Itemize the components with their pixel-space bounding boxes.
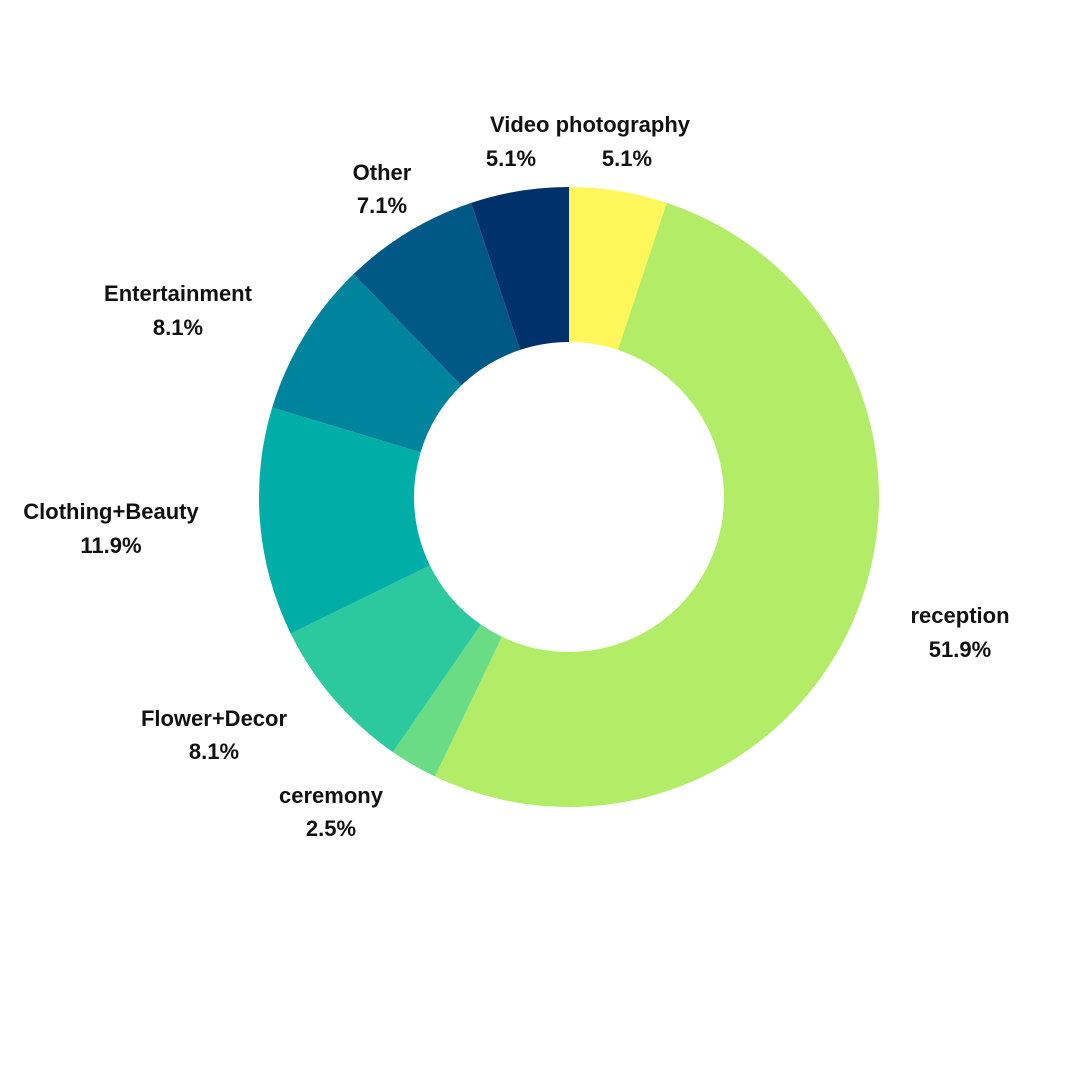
slice-video-photography xyxy=(569,187,667,350)
slice-label-reception: reception xyxy=(910,603,1009,628)
slice-labels: Video photography 5.1% reception 51.9% c… xyxy=(23,112,1009,841)
slice-entertainment xyxy=(272,274,462,453)
donut-slices xyxy=(259,187,880,808)
slice-other xyxy=(353,202,521,386)
slice-value-entertainment: 8.1% xyxy=(153,315,203,340)
slice-value-unlabeled: 5.1% xyxy=(486,146,536,171)
slice-label-video-photography: Video photography xyxy=(490,112,691,137)
slice-flower-decor xyxy=(290,565,481,753)
slice-label-entertainment: Entertainment xyxy=(104,281,253,306)
slice-value-ceremony: 2.5% xyxy=(306,816,356,841)
slice-reception xyxy=(434,202,880,808)
slice-label-clothing-beauty: Clothing+Beauty xyxy=(23,499,199,524)
slice-label-other: Other xyxy=(353,160,412,185)
slice-ceremony xyxy=(392,624,502,777)
slice-clothing-beauty xyxy=(259,407,430,634)
slice-value-flower-decor: 8.1% xyxy=(189,739,239,764)
slice-value-reception: 51.9% xyxy=(929,637,991,662)
slice-value-video-photography: 5.1% xyxy=(602,146,652,171)
slice-unlabeled xyxy=(471,187,569,350)
slice-value-clothing-beauty: 11.9% xyxy=(80,533,141,558)
slice-value-other: 7.1% xyxy=(357,193,407,218)
slice-label-flower-decor: Flower+Decor xyxy=(141,706,288,731)
slice-label-ceremony: ceremony xyxy=(279,783,384,808)
